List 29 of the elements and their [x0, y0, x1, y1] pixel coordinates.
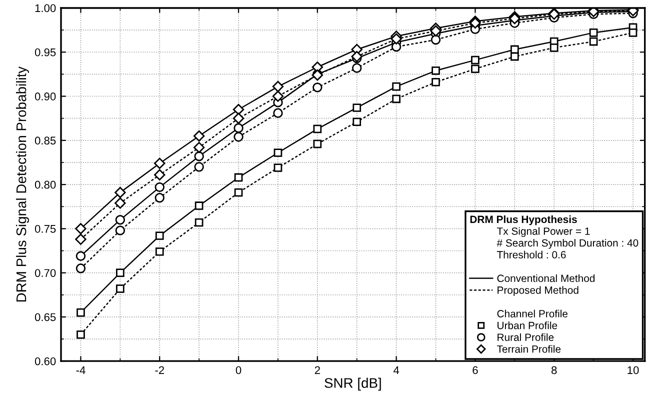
y-tick-label: 0.95	[34, 48, 56, 56]
x-tick-label: 8	[552, 366, 557, 374]
y-tick-label: 0.75	[34, 224, 56, 233]
annotation: # Search Symbol Duration : 40	[496, 238, 638, 249]
x-tick-label: -4	[76, 366, 86, 374]
annotation: Threshold : 0.6	[496, 250, 566, 258]
y-tick-label: 0.60	[34, 357, 56, 366]
x-tick-label: 0	[236, 366, 242, 374]
annotation: Tx Signal Power = 1	[496, 227, 590, 237]
legend-label: Rural Profile	[498, 333, 554, 341]
y-axis-title: DRM Plus Signal Detection Probability	[16, 66, 29, 302]
annotation: Conventional Method	[497, 274, 595, 282]
y-tick-label: 0.65	[34, 313, 56, 322]
y-tick-label: 0.90	[34, 92, 56, 100]
annotation: Proposed Method	[498, 286, 578, 296]
x-tick-label: 10	[628, 366, 639, 374]
y-tick-label: 1.00	[35, 4, 56, 12]
annotation: Channel Profile	[497, 310, 568, 318]
y-tick-label: 0.70	[34, 269, 56, 277]
y-tick-label: 0.85	[34, 136, 56, 145]
x-tick-label: -2	[155, 366, 164, 374]
y-tick-label: 0.80	[34, 180, 56, 189]
legend-title: DRM Plus Hypothesis	[470, 215, 577, 226]
x-tick-label: 2	[314, 366, 320, 374]
x-axis-title: SNR [dB]	[324, 378, 381, 391]
x-tick-label: 4	[393, 366, 400, 374]
x-tick-label: 6	[472, 366, 478, 374]
legend-label: Terrain Profile	[496, 345, 561, 353]
legend-label: Urban Profile	[498, 322, 558, 330]
